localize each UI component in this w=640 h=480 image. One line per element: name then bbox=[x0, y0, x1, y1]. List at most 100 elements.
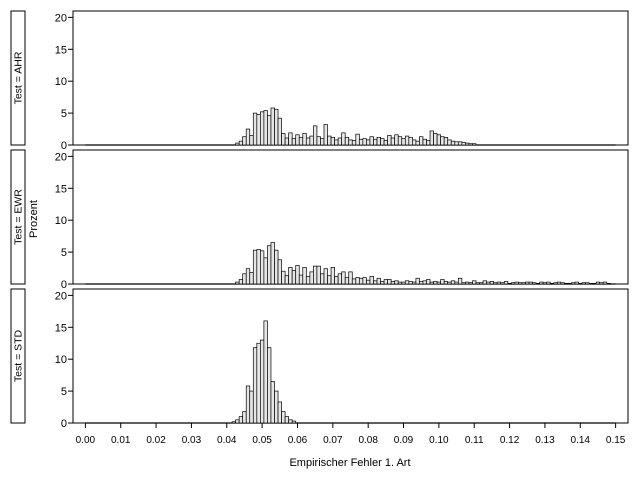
y-tick-label: 0 bbox=[61, 279, 67, 291]
bar bbox=[316, 136, 321, 146]
bar bbox=[482, 280, 487, 285]
bar bbox=[581, 282, 586, 285]
bar bbox=[401, 138, 406, 146]
bar bbox=[450, 140, 456, 146]
bar bbox=[242, 411, 247, 424]
bar bbox=[376, 277, 381, 285]
bar bbox=[461, 142, 466, 146]
bar bbox=[298, 136, 304, 146]
bar bbox=[486, 281, 491, 285]
bar bbox=[277, 259, 282, 285]
bar bbox=[320, 138, 325, 146]
bar bbox=[472, 143, 477, 146]
bar bbox=[281, 133, 286, 146]
bar bbox=[323, 268, 328, 285]
x-tick-label: 0.14 bbox=[571, 435, 591, 446]
bar bbox=[412, 139, 417, 146]
bar bbox=[440, 136, 445, 146]
bar bbox=[313, 125, 318, 146]
bar bbox=[267, 347, 272, 424]
bar bbox=[419, 281, 424, 285]
y-tick-label: 10 bbox=[55, 215, 67, 227]
bar bbox=[369, 136, 374, 146]
bar bbox=[447, 139, 452, 146]
panel-label-box bbox=[10, 10, 26, 146]
bar bbox=[291, 420, 297, 424]
bar bbox=[320, 273, 325, 285]
bar bbox=[518, 282, 523, 285]
bar bbox=[542, 282, 548, 285]
x-tick-label: 0.10 bbox=[429, 435, 449, 446]
bar bbox=[362, 277, 367, 285]
bar bbox=[383, 279, 388, 285]
bar bbox=[472, 280, 477, 285]
bar bbox=[376, 136, 381, 146]
bar bbox=[274, 390, 279, 424]
bar bbox=[348, 139, 353, 146]
bar bbox=[436, 134, 441, 146]
plot-frame bbox=[72, 288, 629, 424]
y-tick-label: 20 bbox=[55, 12, 67, 24]
bar bbox=[465, 142, 470, 146]
bar bbox=[465, 281, 470, 285]
bar bbox=[288, 419, 293, 424]
x-tick-label: 0.05 bbox=[252, 435, 272, 446]
bar bbox=[281, 270, 286, 285]
bar bbox=[295, 134, 300, 146]
bar bbox=[479, 282, 484, 285]
bar bbox=[454, 141, 459, 146]
bar bbox=[305, 275, 311, 285]
bar bbox=[267, 245, 272, 285]
panel-label: Test = EWR bbox=[13, 189, 25, 245]
bar bbox=[426, 279, 431, 285]
bar bbox=[419, 136, 424, 146]
x-tick-label: 0.07 bbox=[323, 435, 343, 446]
bar bbox=[443, 136, 449, 146]
bar bbox=[450, 280, 456, 285]
bar bbox=[394, 280, 399, 285]
bar bbox=[316, 265, 321, 285]
bar bbox=[245, 385, 251, 424]
bar bbox=[366, 139, 371, 146]
bar bbox=[461, 282, 466, 285]
bar bbox=[284, 416, 289, 424]
x-tick-label: 0.04 bbox=[217, 435, 237, 446]
y-tick-label: 15 bbox=[55, 322, 67, 334]
bar bbox=[263, 320, 268, 424]
bar bbox=[302, 267, 307, 285]
panel-label: Test = STD bbox=[13, 329, 25, 382]
bar bbox=[457, 141, 463, 146]
x-tick-label: 0.12 bbox=[500, 435, 520, 446]
bar bbox=[475, 282, 480, 285]
y-tick-label: 15 bbox=[55, 183, 67, 195]
bar bbox=[288, 267, 293, 285]
bar bbox=[433, 281, 438, 285]
bar bbox=[281, 411, 286, 424]
bar bbox=[284, 137, 289, 146]
bar bbox=[238, 279, 244, 285]
x-tick-label: 0.03 bbox=[182, 435, 202, 446]
bar bbox=[595, 281, 601, 285]
y-axis-label: Prozent bbox=[28, 200, 40, 238]
bar bbox=[256, 249, 261, 285]
x-tick-label: 0.13 bbox=[535, 435, 555, 446]
bar bbox=[291, 138, 297, 146]
bar bbox=[602, 281, 608, 285]
bar bbox=[249, 135, 254, 146]
y-tick-label: 20 bbox=[55, 290, 67, 302]
bar bbox=[553, 282, 558, 285]
bar bbox=[387, 279, 392, 285]
bar bbox=[588, 283, 593, 285]
bar bbox=[599, 282, 604, 285]
y-tick-label: 20 bbox=[55, 151, 67, 163]
bar bbox=[341, 132, 346, 146]
bar bbox=[344, 136, 350, 146]
y-tick-label: 15 bbox=[55, 44, 67, 56]
panel-label-box bbox=[10, 288, 26, 424]
plot-frame bbox=[72, 10, 629, 146]
bar bbox=[249, 272, 254, 285]
bar bbox=[510, 282, 516, 285]
bar bbox=[422, 138, 427, 146]
y-tick-label: 0 bbox=[61, 140, 67, 152]
bar bbox=[309, 271, 314, 285]
